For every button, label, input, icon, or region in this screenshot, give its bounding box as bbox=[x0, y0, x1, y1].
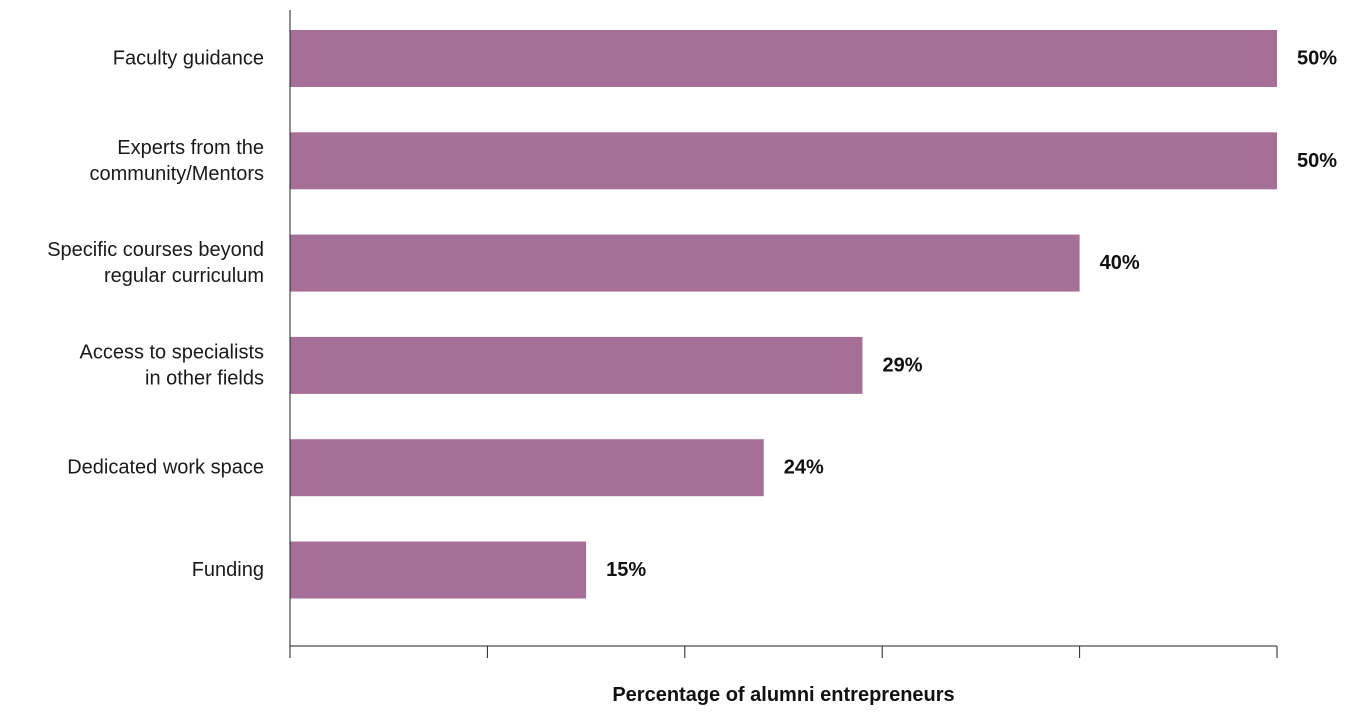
category-label: Faculty guidance bbox=[113, 48, 264, 70]
value-labels: 50% 50% 40% 29% 24% 15% bbox=[606, 48, 1337, 582]
category-label-line: regular curriculum bbox=[104, 265, 264, 287]
bars bbox=[290, 30, 1277, 599]
category-label-line: in other fields bbox=[145, 367, 264, 389]
bar-value-label: 29% bbox=[882, 354, 922, 376]
category-label: Specific courses beyond regular curriculu… bbox=[47, 239, 264, 287]
bar-value-label: 50% bbox=[1297, 48, 1337, 70]
x-axis-ticks bbox=[289, 646, 1278, 658]
category-label: Funding bbox=[192, 559, 264, 581]
bar-value-label: 40% bbox=[1100, 252, 1140, 274]
category-label-line: Experts from the bbox=[117, 137, 264, 159]
bar-value-label: 15% bbox=[606, 559, 646, 581]
category-label: Experts from the community/Mentors bbox=[90, 137, 265, 185]
bar-value-label: 24% bbox=[784, 457, 824, 479]
category-label-line: Dedicated work space bbox=[67, 457, 264, 479]
bar-value-label: 50% bbox=[1297, 150, 1337, 172]
category-labels: Faculty guidance Experts from the communit… bbox=[47, 48, 264, 582]
category-label-line: Funding bbox=[192, 559, 264, 581]
bar bbox=[290, 234, 1080, 292]
bar bbox=[290, 336, 863, 394]
bar bbox=[290, 132, 1277, 190]
category-label-line: Access to specialists bbox=[79, 341, 264, 363]
category-label-line: Faculty guidance bbox=[113, 48, 264, 70]
category-label: Dedicated work space bbox=[67, 457, 264, 479]
bar bbox=[290, 30, 1277, 87]
bar bbox=[290, 439, 764, 497]
category-label-line: community/Mentors bbox=[90, 163, 265, 185]
bar bbox=[290, 541, 587, 599]
category-label: Access to specialists in other fields bbox=[79, 341, 264, 389]
x-axis-title: Percentage of alumni entrepreneurs bbox=[612, 684, 954, 706]
category-label-line: Specific courses beyond bbox=[47, 239, 264, 261]
